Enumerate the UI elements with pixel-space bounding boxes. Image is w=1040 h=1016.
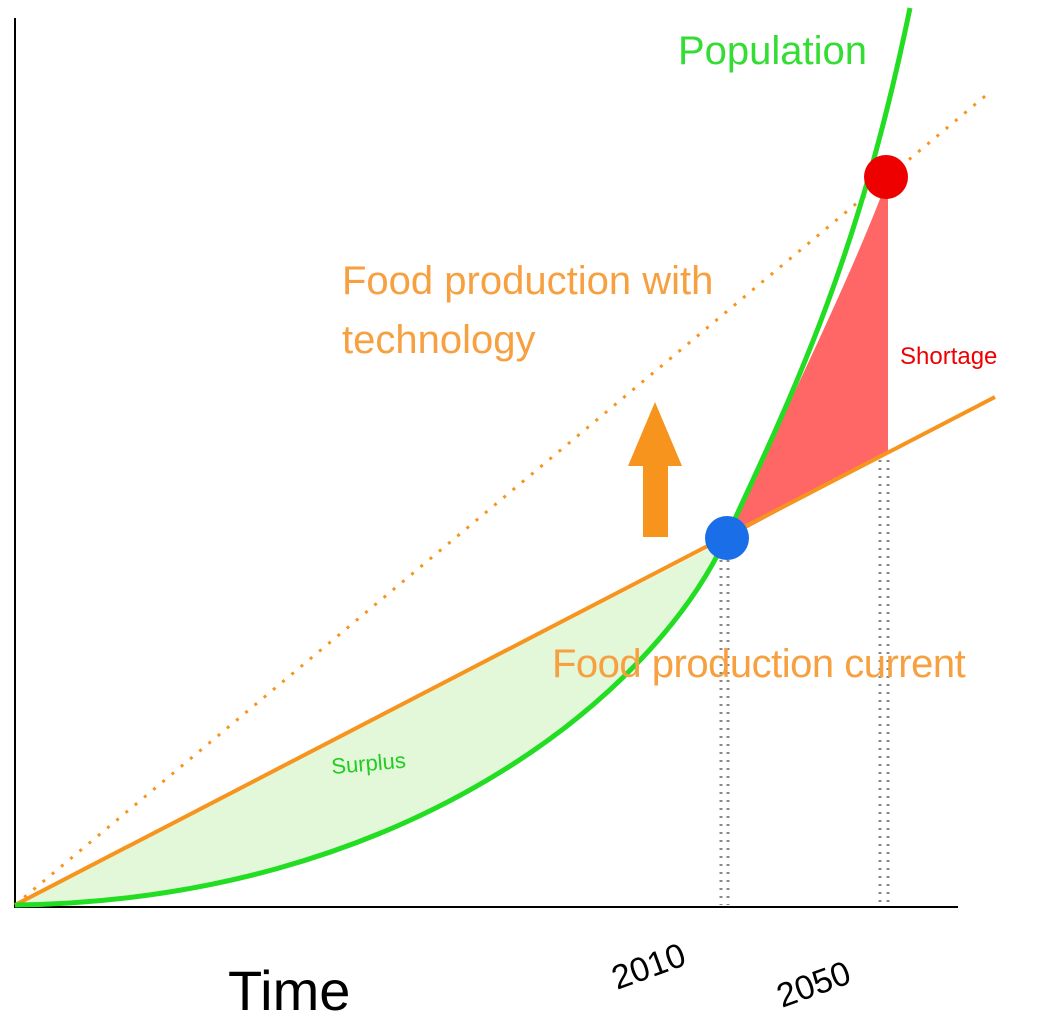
population-label: Population [678,29,867,73]
arrow-shaft [643,462,668,537]
population-curve [14,7,913,908]
arrow-head [628,402,682,466]
tech-label: Food production with [342,259,713,303]
current-label: Food production current [552,642,966,686]
tech-line [14,90,991,907]
shortage-label: Shortage [900,343,997,370]
year-label: 2050 [772,954,856,1016]
x-axis-label: Time [228,959,350,1016]
current-line [14,395,996,907]
balance-point [705,516,749,560]
year-label: 2010 [607,936,691,998]
shortage-point [864,155,908,199]
shortage-area [725,178,888,540]
tech-label: technology [342,318,535,362]
